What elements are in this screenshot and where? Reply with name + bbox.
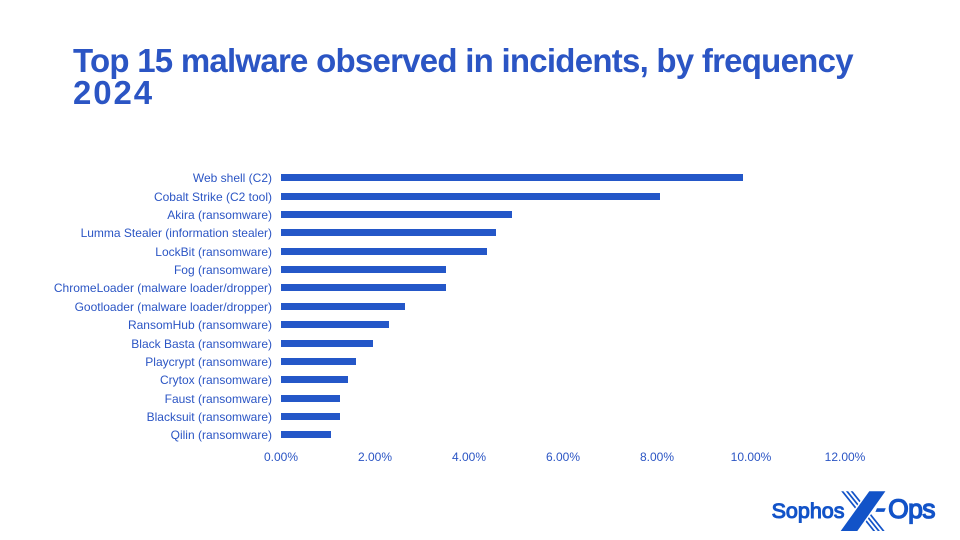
svg-text:Ops: Ops: [888, 494, 935, 524]
svg-text:Sophos: Sophos: [772, 499, 845, 523]
